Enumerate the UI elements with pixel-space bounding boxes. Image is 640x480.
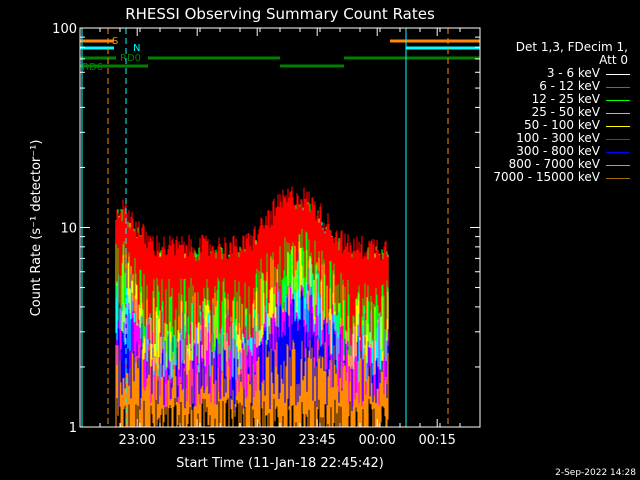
y-tick-label-0: 1 <box>69 421 77 436</box>
legend-entry: 25 - 50 keV <box>531 105 600 119</box>
x-tick-label-0: 23:00 <box>118 433 155 448</box>
flag-S-segment-0 <box>80 39 114 43</box>
flag-RD6-segment-0 <box>80 64 148 68</box>
legend-header-line: Att 0 <box>599 53 628 67</box>
x-tick-label-2: 23:30 <box>238 433 275 448</box>
flag-RD0-segment-0 <box>80 56 116 60</box>
legend-header-line: Det 1,3, FDecim 1, <box>515 40 628 54</box>
x-tick-label-1: 23:15 <box>178 433 215 448</box>
axes: 23:00 23:15 23:30 23:45 00:00 00:15 1 10 100 <box>52 22 481 448</box>
flag-label-N: N <box>133 43 140 54</box>
x-axis-label: Start Time (11-Jan-18 22:45:42) <box>176 456 384 471</box>
generation-date: 2-Sep-2022 14:28 <box>555 468 636 478</box>
flag-label-RD0: RD0 <box>120 53 141 64</box>
plot-data <box>115 186 389 427</box>
legend-entry: 800 - 7000 keV <box>508 157 600 171</box>
legend-entry: 6 - 12 keV <box>539 79 600 93</box>
legend-swatch <box>606 74 630 75</box>
series-trace-6 <box>115 186 389 351</box>
legend-entry: 12 - 25 keV <box>531 92 600 106</box>
y-tick-label-1: 10 <box>60 222 77 237</box>
chart-title: RHESSI Observing Summary Count Rates <box>125 5 435 23</box>
legend-entry: 300 - 800 keV <box>516 144 600 158</box>
legend-entry: 50 - 100 keV <box>523 118 600 132</box>
flag-RD0-segment-1 <box>148 56 280 60</box>
flag-N-segment-1 <box>406 46 480 50</box>
legend-swatch <box>606 87 630 88</box>
y-axis-label: Count Rate (s⁻¹ detector⁻¹) <box>29 140 44 317</box>
x-tick-label-3: 23:45 <box>298 433 335 448</box>
flag-label-RD6: RD6 <box>82 62 103 73</box>
flag-label-S: S <box>112 36 118 47</box>
legend-swatch <box>606 126 630 127</box>
legend-swatch <box>606 139 630 140</box>
x-tick-label-4: 00:00 <box>358 433 395 448</box>
series-path-6 <box>115 186 389 351</box>
legend-entry: 7000 - 15000 keV <box>493 170 600 184</box>
flag-S-segment-1 <box>390 39 480 43</box>
legend-entry: 100 - 300 keV <box>516 131 600 145</box>
flag-RD0-segment-2 <box>344 56 480 60</box>
legend-swatch <box>606 152 630 153</box>
legend-entry: 3 - 6 keV <box>546 66 600 80</box>
flag-RD6-segment-1 <box>280 64 344 68</box>
y-tick-label-2: 100 <box>52 22 77 37</box>
x-tick-label-5: 00:15 <box>418 433 455 448</box>
legend-swatch <box>606 113 630 114</box>
flag-N-segment-0 <box>80 46 114 50</box>
legend-swatch <box>606 100 630 101</box>
legend-swatch <box>606 165 630 166</box>
legend-swatch <box>606 178 630 179</box>
